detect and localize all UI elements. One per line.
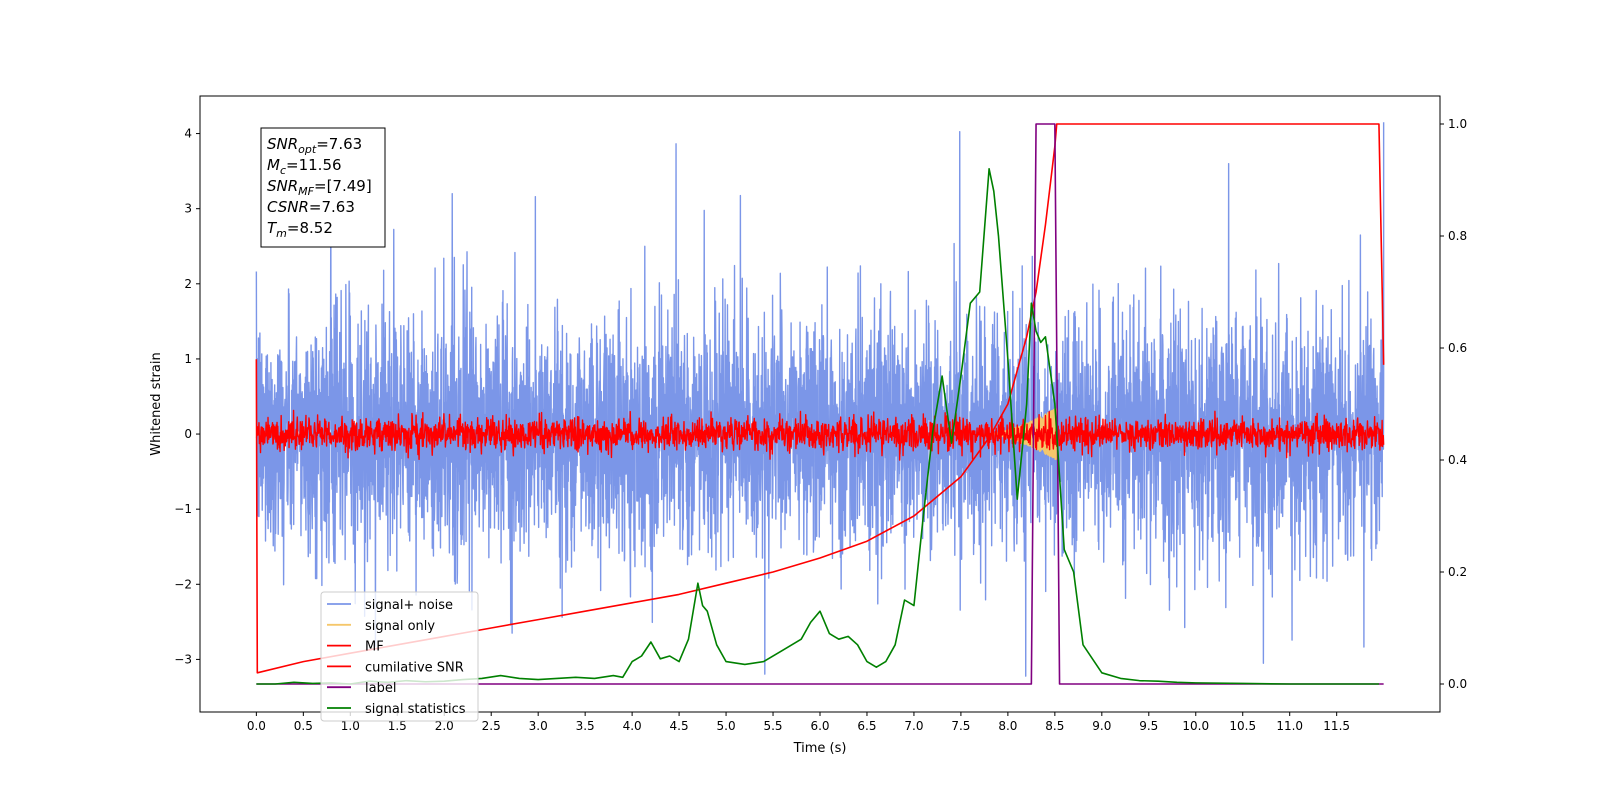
x-tick-label: 1.0 [341,719,360,733]
x-tick-label: 2.0 [435,719,454,733]
x-tick-label: 9.0 [1092,719,1111,733]
y2-tick-label: 1.0 [1448,117,1467,131]
x-tick-label: 8.0 [998,719,1017,733]
y-tick-label: 4 [184,127,192,141]
y-tick-label: 1 [184,352,192,366]
series-mf [255,409,1385,461]
x-tick-label: 0.5 [294,719,313,733]
legend-label: label [365,681,396,696]
y-tick-label: −3 [174,652,192,666]
y-tick-label: 2 [184,277,192,291]
annotation-line: Mc=11.56 [267,156,342,177]
legend-label: MF [365,640,384,655]
x-tick-label: 0.0 [247,719,266,733]
y2-tick-label: 0.2 [1448,565,1467,579]
x-tick-label: 5.5 [763,719,782,733]
axes-layer: 0.0 0.5 1.0 1.5 2.0 2.5 3.0 3.5 4.0 4.5 5.0 5.5 6.0 6… [174,117,1467,733]
y-tick-label: −1 [174,502,192,516]
x-tick-label: 10.0 [1182,719,1209,733]
x-tick-label: 9.5 [1139,719,1158,733]
x-tick-label: 3.5 [576,719,595,733]
legend-frame [320,591,479,722]
y2-tick-label: 0.8 [1448,229,1467,243]
series-signal-statistics [256,168,1379,685]
annotation-line: CSNR=7.63 [267,198,355,216]
x-tick-label: 7.5 [951,719,970,733]
x-tick-label: 6.5 [857,719,876,733]
annotation-box: SNRopt=7.63Mc=11.56SNRMF=[7.49]CSNR=7.63… [260,127,386,248]
y-axis-label: Whitened strain [149,352,164,455]
x-tick-label: 11.0 [1276,719,1303,733]
x-tick-label: 2.5 [482,719,501,733]
x-tick-label: 8.5 [1045,719,1064,733]
x-tick-label: 10.5 [1229,719,1256,733]
legend-label: cumilative SNR [365,660,464,675]
x-tick-label: 11.5 [1323,719,1350,733]
legend-label: signal only [365,619,435,634]
annotation-line: SNRopt=7.63 [267,135,362,156]
y2-tick-label: 0.4 [1448,453,1467,467]
x-axis-label: Time (s) [793,741,847,756]
x-tick-label: 7.0 [904,719,923,733]
y-tick-label: 0 [184,427,192,441]
y-tick-label: 3 [184,202,192,216]
legend-label: signal+ noise [365,598,453,613]
x-tick-label: 5.0 [717,719,736,733]
x-tick-label: 3.0 [529,719,548,733]
legend: signal+ noise signal only MF cumilative SNR… [320,591,479,722]
x-tick-label: 6.0 [810,719,829,733]
legend-label: signal statistics [365,702,466,717]
x-tick-label: 4.0 [623,719,642,733]
annotation-line: Tm=8.52 [267,219,333,240]
x-tick-label: 4.5 [670,719,689,733]
series-label [256,123,1384,685]
series-signal-noise [255,122,1385,677]
annotation-frame [260,127,386,248]
y2-tick-label: 0.6 [1448,341,1467,355]
y2-tick-label: 0.0 [1448,677,1467,691]
x-tick-label: 1.5 [388,719,407,733]
y-tick-label: −2 [174,577,192,591]
annotation-line: SNRMF=[7.49] [267,177,372,198]
